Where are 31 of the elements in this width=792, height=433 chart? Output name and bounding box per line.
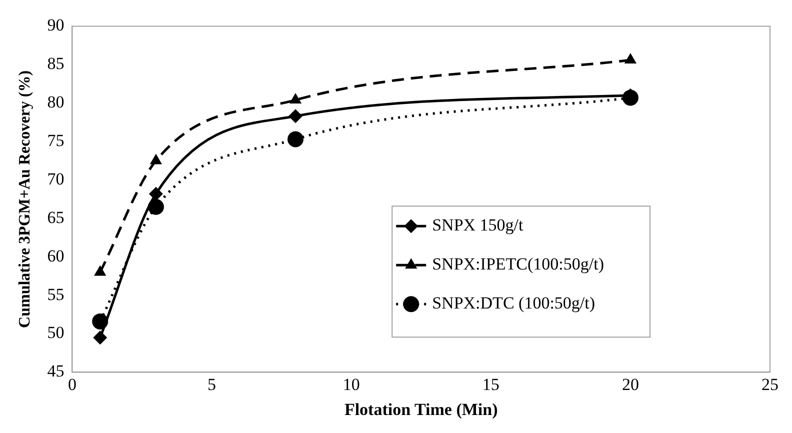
y-tick-label: 70 — [47, 169, 64, 188]
point — [288, 109, 302, 124]
point — [148, 198, 164, 215]
point — [289, 93, 302, 104]
point — [624, 53, 636, 64]
point — [148, 186, 163, 201]
x-axis-title: Flotation Time (Min) — [344, 400, 498, 420]
x-tick-label: 15 — [482, 374, 500, 394]
y-tick-label: 65 — [47, 208, 64, 227]
y-tick-label: 50 — [47, 323, 64, 342]
x-tick-label: 0 — [68, 374, 76, 394]
y-tick-label: 60 — [47, 246, 64, 266]
y-tick-label: 45 — [47, 362, 64, 381]
y-tick-label: 55 — [47, 284, 64, 304]
x-tick-label: 10 — [342, 374, 360, 394]
y-tick-label: 90 — [47, 16, 64, 35]
legend-label: SNPX:IPETC(100:50g/t) — [432, 254, 604, 274]
x-tick-label: 20 — [622, 374, 639, 394]
y-tick-label: 75 — [47, 131, 64, 150]
point — [622, 90, 638, 106]
point — [92, 313, 108, 330]
legend-label: SNPX:DTC (100:50g/t) — [432, 294, 596, 313]
legend-label: SNPX 150g/t — [432, 216, 524, 235]
point — [150, 154, 162, 164]
y-tick-label: 80 — [47, 92, 64, 112]
x-tick-label: 25 — [762, 374, 778, 394]
x-tick-label: 5 — [208, 374, 216, 394]
y-axis-title: Cumulative 3PGM+Au Recovery (%) — [16, 70, 34, 328]
point — [287, 131, 304, 148]
y-tick-label: 85 — [47, 54, 64, 74]
point — [93, 330, 108, 345]
